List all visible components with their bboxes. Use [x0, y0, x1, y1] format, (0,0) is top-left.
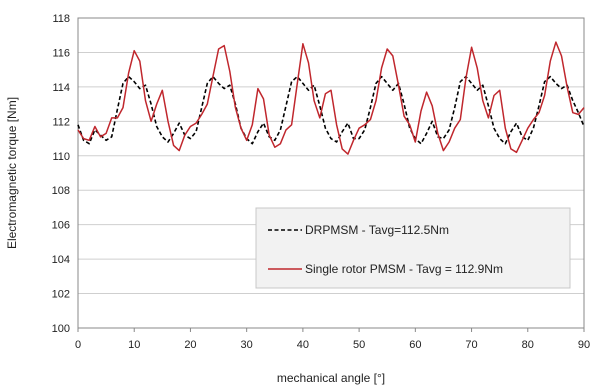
y-axis-title: Electromagnetic torque [Nm] [5, 97, 19, 249]
y-tick-label: 112 [52, 116, 70, 128]
x-tick-label: 20 [184, 339, 196, 351]
x-tick-labels: 0 10 20 30 40 50 60 70 80 90 [75, 328, 590, 351]
y-tick-label: 110 [52, 151, 70, 163]
y-tick-label: 104 [52, 254, 70, 266]
x-tick-label: 70 [465, 339, 477, 351]
x-tick-label: 40 [297, 339, 309, 351]
y-tick-label: 118 [52, 13, 70, 25]
x-tick-label: 80 [522, 339, 534, 351]
series-line-single-rotor [77, 41, 585, 155]
series-lines [77, 41, 585, 155]
y-tick-label: 114 [52, 82, 70, 94]
legend-box [255, 207, 571, 289]
y-tick-labels: 100 102 104 106 108 110 112 114 116 118 [52, 13, 70, 335]
x-tick-label: 30 [241, 339, 253, 351]
y-tick-label: 100 [52, 323, 70, 335]
legend-label-drpmsm: DRPMSM - Tavg=112.5Nm [305, 223, 449, 237]
legend: DRPMSM - Tavg=112.5Nm Single rotor PMSM … [255, 207, 571, 289]
y-tick-label: 106 [52, 220, 70, 232]
x-axis-title: mechanical angle [°] [277, 371, 385, 385]
y-tick-label: 116 [52, 47, 70, 59]
x-tick-label: 60 [409, 339, 421, 351]
y-tick-label: 102 [52, 289, 70, 301]
x-tick-label: 0 [75, 339, 81, 351]
x-tick-label: 90 [578, 339, 590, 351]
x-tick-label: 50 [353, 339, 365, 351]
legend-label-single-rotor: Single rotor PMSM - Tavg = 112.9Nm [305, 262, 503, 276]
plot-area-frame [77, 17, 585, 329]
series-line-drpmsm [77, 75, 585, 145]
y-tick-label: 108 [52, 185, 70, 197]
x-tick-label: 10 [128, 339, 140, 351]
